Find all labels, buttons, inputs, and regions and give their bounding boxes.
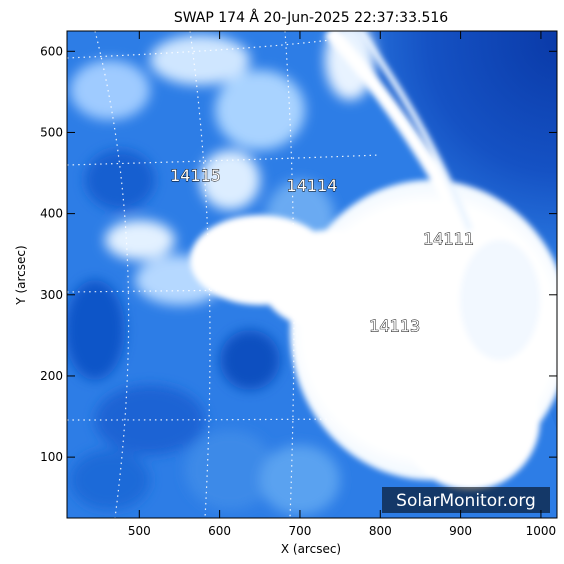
- y-tick-label: 200: [40, 369, 63, 383]
- solar-image: [67, 31, 557, 518]
- x-axis-title: X (arcsec): [281, 542, 341, 556]
- x-axis: 500 600 700 800 900 1000: [128, 31, 556, 538]
- x-tick-label: 700: [288, 524, 311, 538]
- active-region-label: 14113: [369, 316, 420, 335]
- y-tick-label: 400: [40, 207, 63, 221]
- y-tick-label: 100: [40, 450, 63, 464]
- watermark: SolarMonitor.org: [396, 491, 536, 511]
- active-region-label: 14115: [170, 166, 221, 185]
- chart-title: SWAP 174 Å 20-Jun-2025 22:37:33.516: [174, 9, 448, 26]
- y-axis: 100 200 300 400 500 600: [40, 44, 557, 464]
- disk-texture: [67, 31, 375, 515]
- x-tick-label: 600: [208, 524, 231, 538]
- plot-frame: [66, 30, 558, 519]
- y-tick-label: 600: [40, 44, 63, 58]
- active-region-label: 14111: [423, 229, 474, 248]
- x-tick-label: 900: [449, 524, 472, 538]
- x-tick-label: 500: [128, 524, 151, 538]
- y-tick-label: 500: [40, 125, 63, 139]
- y-tick-label: 300: [40, 288, 63, 302]
- coordinate-grid: [67, 31, 471, 518]
- bright-active-region: [190, 31, 557, 490]
- active-region-label: 14114: [287, 176, 338, 195]
- x-tick-label: 1000: [526, 524, 557, 538]
- x-tick-label: 800: [369, 524, 392, 538]
- active-region-labels: 14115 14114 14111 14113: [170, 166, 475, 336]
- y-axis-title: Y (arcsec): [14, 245, 28, 305]
- watermark-box: [382, 487, 550, 513]
